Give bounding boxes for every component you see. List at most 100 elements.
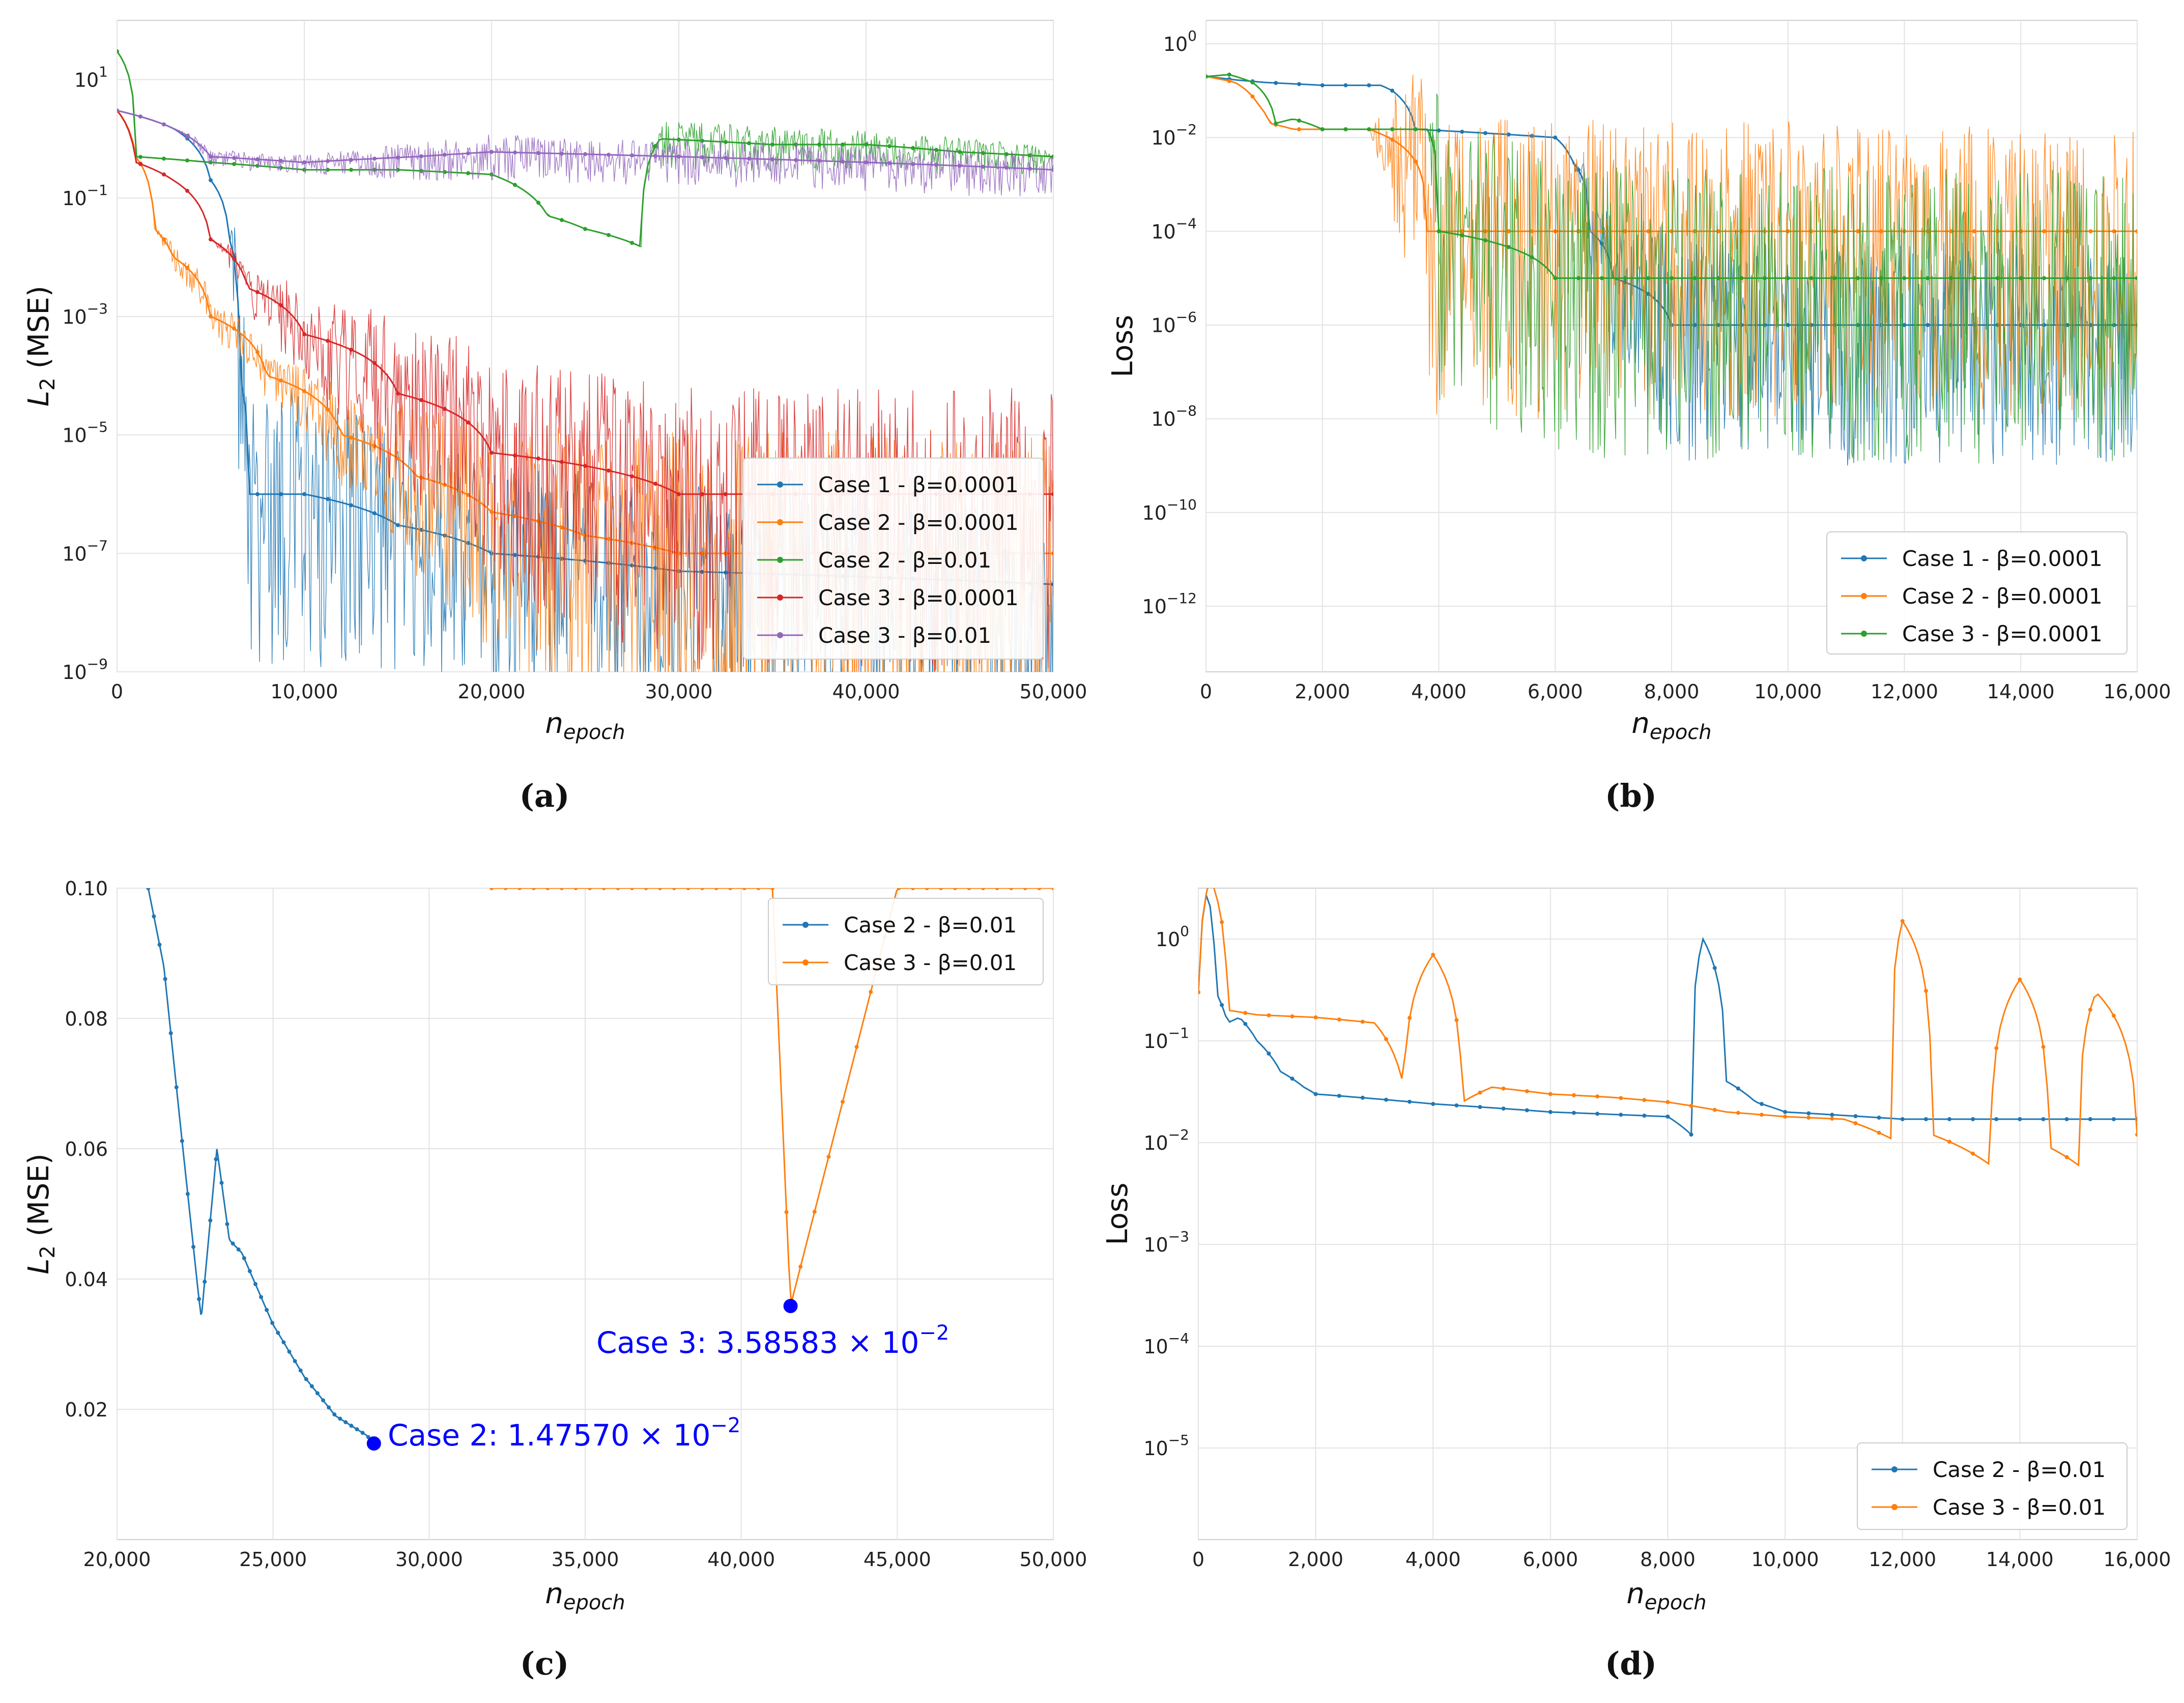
y-axis-label: L2 (MSE) [22, 286, 60, 406]
data-point [2042, 229, 2046, 234]
data-point [209, 154, 213, 159]
legend-marker [777, 481, 783, 488]
data-point [1949, 229, 1953, 234]
data-point [677, 154, 681, 159]
data-point [332, 1412, 337, 1417]
data-point [1619, 1096, 1623, 1100]
data-point [1736, 1111, 1740, 1115]
x-tick-label: 10,000 [1754, 680, 1822, 703]
data-point [466, 493, 470, 497]
data-point [981, 151, 985, 155]
data-point [2041, 1117, 2046, 1121]
data-point [770, 143, 774, 147]
panel-b: 0 2,000 4,000 6,000 8,000 10,000 12,000 14,000 1… [1106, 20, 2171, 814]
data-point [349, 158, 353, 162]
data-point [372, 361, 377, 365]
data-point [1290, 1014, 1295, 1018]
series-1 [1198, 895, 2137, 1137]
legend-marker [802, 922, 809, 928]
data-point [607, 537, 611, 541]
x-tick-label: 12,000 [1869, 1548, 1936, 1571]
data-point [1390, 127, 1394, 131]
data-point [2064, 1117, 2069, 1121]
data-point [315, 1391, 320, 1396]
data-point [2064, 1155, 2069, 1159]
annotation-case-3: Case 3: 3.58583 × 10−2 [596, 1321, 949, 1360]
data-point [349, 348, 353, 352]
data-point [1923, 1117, 1928, 1121]
data-point [560, 151, 564, 156]
x-tick-label: 4,000 [1411, 680, 1467, 703]
x-tick-label: 8,000 [1644, 680, 1700, 703]
data-point [1384, 1097, 1388, 1102]
annotation-case-2: Case 2: 1.47570 × 10−2 [388, 1414, 740, 1453]
data-point [232, 162, 236, 166]
data-point [1902, 276, 1907, 280]
data-point [1501, 1086, 1506, 1091]
data-point [1501, 1106, 1506, 1111]
data-point [231, 1241, 235, 1246]
data-point [1832, 229, 1837, 234]
y-ticks: 10−5 10−4 10−3 10−2 10−1 100 [1143, 923, 1189, 1460]
data-point [1972, 229, 1976, 234]
legend-frame [1857, 1442, 2128, 1530]
data-point [1809, 276, 1814, 280]
data-point [1478, 1090, 1482, 1095]
data-point [756, 888, 761, 890]
data-point [2019, 276, 2023, 280]
data-point [1436, 229, 1441, 234]
data-point [2042, 276, 2046, 280]
data-point [1051, 492, 1053, 496]
x-tick-label: 30,000 [645, 680, 713, 703]
data-point [513, 453, 517, 458]
data-point [419, 154, 423, 159]
y-tick-label: 10−4 [1151, 215, 1197, 243]
data-point [1360, 1095, 1365, 1100]
x-tick-label: 40,000 [832, 680, 900, 703]
data-point [396, 456, 400, 461]
data-point [253, 1282, 257, 1286]
data-point [531, 888, 536, 890]
data-point [232, 257, 236, 261]
data-point [185, 1191, 190, 1196]
data-point [138, 155, 142, 159]
data-point [302, 492, 306, 496]
data-point [1670, 229, 1674, 234]
data-point [1830, 1116, 1834, 1121]
data-point [536, 151, 540, 155]
data-point [583, 226, 587, 231]
data-point [747, 141, 751, 146]
data-point [2018, 1117, 2022, 1121]
legend: Case 1 - β=0.0001 Case 2 - β=0.0001 Case 2… [742, 458, 1044, 660]
data-point [794, 143, 798, 147]
data-point [466, 171, 470, 176]
data-point [185, 188, 189, 193]
legend-frame [1826, 531, 2128, 655]
data-point [1830, 1113, 1834, 1117]
x-axis-label: nepoch [1626, 1577, 1706, 1614]
data-point [630, 474, 634, 478]
data-point [259, 1295, 264, 1299]
data-point [1343, 127, 1348, 131]
data-point [1900, 1117, 1905, 1121]
data-point [293, 1359, 297, 1364]
x-ticks: 0 2,000 4,000 6,000 8,000 10,000 12,000 14,000 1… [1200, 680, 2171, 703]
panel-d: 0 2,000 4,000 6,000 8,000 10,000 12,000 14,000 1… [1101, 888, 2171, 1682]
data-point [396, 523, 400, 527]
data-point [1548, 1110, 1553, 1114]
data-point [1739, 276, 1744, 280]
data-point [1297, 118, 1301, 123]
series-layer [1198, 888, 2137, 1167]
data-point [513, 150, 517, 155]
data-point [2041, 1044, 2046, 1049]
series-noise [117, 110, 1053, 672]
y-axis-label: Loss [1101, 1183, 1134, 1245]
legend-label: Case 2 - β=0.0001 [1902, 584, 2103, 609]
data-point [309, 1384, 314, 1388]
data-point [255, 350, 260, 354]
data-point [536, 456, 540, 461]
data-point [326, 407, 330, 412]
x-axis-label: nepoch [1631, 707, 1711, 744]
data-point [1760, 1102, 1764, 1106]
data-point [302, 160, 306, 164]
